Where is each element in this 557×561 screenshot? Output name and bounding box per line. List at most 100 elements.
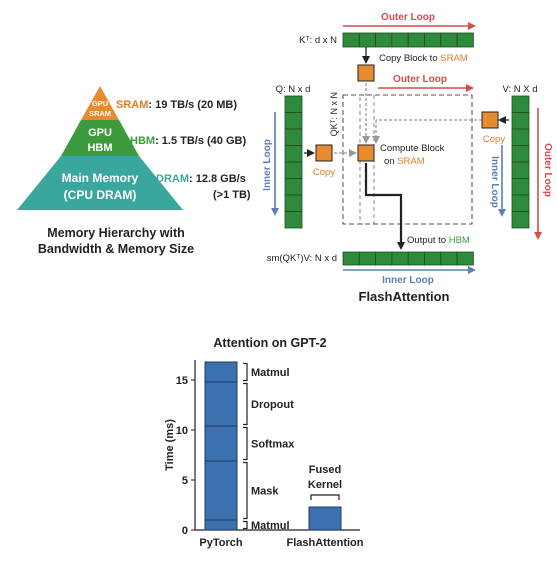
kt-cell <box>407 32 425 48</box>
memory-hierarchy: GPU SRAM GPU HBM Main Memory (CPU DRAM) … <box>17 86 251 256</box>
inner-loop-bottom-label: Inner Loop <box>382 275 434 286</box>
output-label: Output to HBM <box>407 235 470 246</box>
compute-sram: SRAM <box>397 156 425 167</box>
segment-bracket <box>243 362 248 382</box>
outer-loop-right-label: Outer Loop <box>542 143 553 197</box>
copy-right-label: Copy <box>483 134 505 145</box>
bar-segment <box>308 506 342 531</box>
y-tick-label: 5 <box>182 475 188 487</box>
q-cell <box>284 128 303 146</box>
segment-label: Mask <box>251 486 279 498</box>
kt-cell <box>342 32 360 48</box>
hierarchy-caption-line1: Memory Hierarchy with <box>47 226 185 240</box>
q-cell <box>284 194 303 212</box>
y-tick-label: 0 <box>182 525 188 537</box>
hbm-name: HBM <box>130 135 155 147</box>
output-matrix-label: sm(QKᵀ)V: N x d <box>267 253 337 264</box>
compute-line2: on SRAM <box>384 156 425 167</box>
kt-cell <box>358 32 376 48</box>
dram-spec-label: DRAM: 12.8 GB/s <box>156 173 246 185</box>
category-label: PyTorch <box>199 537 242 549</box>
segment-bracket <box>243 461 248 520</box>
pyramid-sram-tier <box>81 86 119 120</box>
kt-cell <box>424 32 442 48</box>
kt-cell <box>456 32 474 48</box>
chart-segment-labels: Matmul Mask Softmax Dropout Matmul <box>243 362 295 532</box>
q-matrix <box>284 95 303 229</box>
pyramid-hbm-tier <box>61 120 139 156</box>
qkt-dashed-region <box>342 94 473 225</box>
output-cell <box>440 251 458 266</box>
output-hbm: HBM <box>449 235 470 246</box>
chart-bars <box>204 361 342 531</box>
output-cell <box>407 251 425 266</box>
attention-chart: Attention on GPT-2 Time (ms) 0 5 10 15 Matm… <box>164 336 364 549</box>
v-cell <box>511 128 530 146</box>
copy-left-label: Copy <box>313 167 335 178</box>
compute-on: on <box>384 156 397 167</box>
sram-spec-label: SRAM: 19 TB/s (20 MB) <box>116 99 237 111</box>
flashattention-title: FlashAttention <box>359 289 450 304</box>
qkt-label: QKᵀ: N x N <box>329 92 339 136</box>
segment-label: Matmul <box>251 367 290 379</box>
pyramid-dram-line2: (CPU DRAM) <box>64 188 137 202</box>
pyramid-sram-line1: GPU <box>92 99 108 108</box>
pyramid-dram-tier <box>17 156 183 210</box>
output-cell <box>342 251 360 266</box>
sram-spec: : 19 TB/s (20 MB) <box>148 99 237 111</box>
segment-label: Dropout <box>251 399 294 411</box>
q-cell <box>284 95 303 113</box>
inner-loop-right-label: Inner Loop <box>489 156 500 208</box>
dram-spec: : 12.8 GB/s <box>189 173 246 185</box>
q-cell <box>284 112 303 130</box>
output-cell <box>424 251 442 266</box>
v-cell <box>511 161 530 179</box>
copy-block-label: Copy Block to SRAM <box>379 53 468 64</box>
output-text: Output to <box>407 235 449 246</box>
segment-label: Matmul <box>251 520 290 532</box>
v-cell <box>511 211 530 229</box>
q-cell <box>284 145 303 163</box>
bar-segment <box>204 425 238 462</box>
pyramid-hbm-line2: HBM <box>87 142 112 154</box>
dram-name: DRAM <box>156 173 189 185</box>
output-cell <box>358 251 376 266</box>
segment-bracket <box>243 382 248 426</box>
copy-block-sram: SRAM <box>440 53 468 64</box>
flashattention-diagram: Outer Loop Kᵀ: d x N Copy Block to SRAM … <box>262 12 553 304</box>
output-matrix <box>342 251 474 266</box>
y-tick-label: 15 <box>176 375 188 387</box>
inner-loop-left-label: Inner Loop <box>262 139 273 191</box>
dram-spec-line2: (>1 TB) <box>213 189 251 201</box>
output-cell <box>375 251 393 266</box>
hierarchy-caption-line2: Bandwidth & Memory Size <box>38 242 194 256</box>
chart-y-ticks: 0 5 10 15 <box>176 375 195 537</box>
output-path <box>364 163 405 250</box>
q-cell <box>284 178 303 196</box>
pyramid-hbm-line1: GPU <box>88 127 112 139</box>
outer-loop-top-label: Outer Loop <box>381 12 435 23</box>
pyramid-sram-line2: SRAM <box>89 109 111 118</box>
bar-segment <box>204 460 238 521</box>
v-cell <box>511 95 530 113</box>
q-cell <box>284 161 303 179</box>
chart-ylabel: Time (ms) <box>164 419 176 471</box>
compute-block <box>357 144 375 162</box>
v-label: V: N X d <box>502 84 537 95</box>
q-cell <box>284 211 303 229</box>
v-cell <box>511 194 530 212</box>
hbm-spec: : 1.5 TB/s (40 GB) <box>155 135 246 147</box>
kt-cell <box>391 32 409 48</box>
v-cell <box>511 145 530 163</box>
bar-segment <box>204 381 238 427</box>
fused-kernel-bracket <box>310 494 340 500</box>
kt-label: Kᵀ: d x N <box>299 35 337 46</box>
output-cell <box>456 251 474 266</box>
v-sram-block <box>481 111 499 129</box>
bar-segment <box>204 361 238 383</box>
sram-name: SRAM <box>116 99 148 111</box>
bar-segment <box>204 519 238 531</box>
category-label: FlashAttention <box>287 537 364 549</box>
y-tick-label: 10 <box>176 425 188 437</box>
